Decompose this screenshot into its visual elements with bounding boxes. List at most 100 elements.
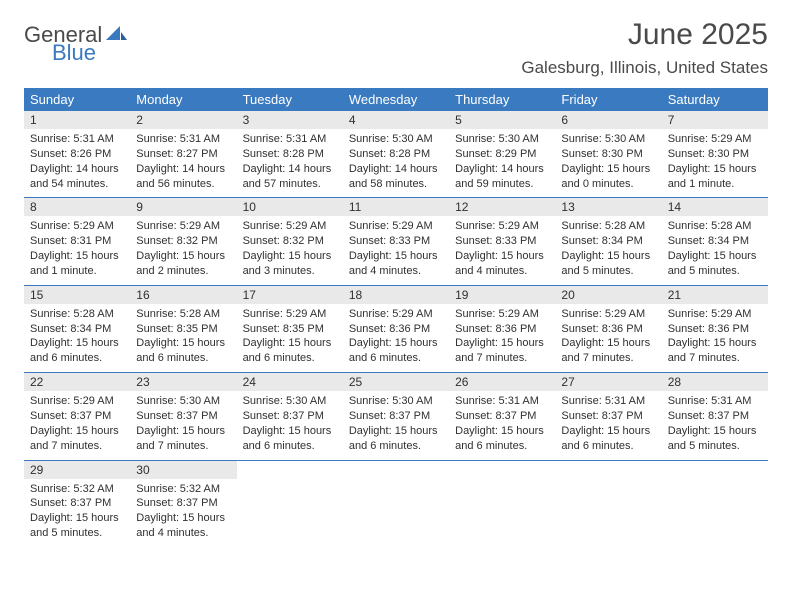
day-body: Sunrise: 5:32 AMSunset: 8:37 PMDaylight:… xyxy=(24,479,130,547)
daylight-line: Daylight: 14 hours and 56 minutes. xyxy=(136,162,230,192)
day-cell: 9Sunrise: 5:29 AMSunset: 8:32 PMDaylight… xyxy=(130,198,236,284)
day-number: 16 xyxy=(130,286,236,304)
daylight-line: Daylight: 15 hours and 6 minutes. xyxy=(349,424,443,454)
day-body: Sunrise: 5:30 AMSunset: 8:28 PMDaylight:… xyxy=(343,129,449,197)
sunrise-line: Sunrise: 5:29 AM xyxy=(455,219,549,234)
sunrise-line: Sunrise: 5:29 AM xyxy=(243,219,337,234)
week-row: 8Sunrise: 5:29 AMSunset: 8:31 PMDaylight… xyxy=(24,198,768,285)
day-cell: 13Sunrise: 5:28 AMSunset: 8:34 PMDayligh… xyxy=(555,198,661,284)
sunrise-line: Sunrise: 5:30 AM xyxy=(243,394,337,409)
day-body: Sunrise: 5:31 AMSunset: 8:26 PMDaylight:… xyxy=(24,129,130,197)
day-cell: 10Sunrise: 5:29 AMSunset: 8:32 PMDayligh… xyxy=(237,198,343,284)
logo: General Blue xyxy=(24,24,128,64)
sunset-line: Sunset: 8:37 PM xyxy=(455,409,549,424)
week-row: 22Sunrise: 5:29 AMSunset: 8:37 PMDayligh… xyxy=(24,373,768,460)
weeks-container: 1Sunrise: 5:31 AMSunset: 8:26 PMDaylight… xyxy=(24,111,768,547)
day-number: 17 xyxy=(237,286,343,304)
day-body: Sunrise: 5:29 AMSunset: 8:36 PMDaylight:… xyxy=(449,304,555,372)
sunrise-line: Sunrise: 5:31 AM xyxy=(30,132,124,147)
day-number: 11 xyxy=(343,198,449,216)
weekday-header: Monday xyxy=(130,88,236,111)
day-cell: 27Sunrise: 5:31 AMSunset: 8:37 PMDayligh… xyxy=(555,373,661,459)
day-cell: 17Sunrise: 5:29 AMSunset: 8:35 PMDayligh… xyxy=(237,286,343,372)
day-cell: 5Sunrise: 5:30 AMSunset: 8:29 PMDaylight… xyxy=(449,111,555,197)
empty-cell xyxy=(237,461,343,547)
day-number: 22 xyxy=(24,373,130,391)
daylight-line: Daylight: 15 hours and 6 minutes. xyxy=(455,424,549,454)
day-number: 15 xyxy=(24,286,130,304)
day-number: 21 xyxy=(662,286,768,304)
sunset-line: Sunset: 8:28 PM xyxy=(243,147,337,162)
day-cell: 25Sunrise: 5:30 AMSunset: 8:37 PMDayligh… xyxy=(343,373,449,459)
daylight-line: Daylight: 15 hours and 6 minutes. xyxy=(561,424,655,454)
day-cell: 4Sunrise: 5:30 AMSunset: 8:28 PMDaylight… xyxy=(343,111,449,197)
sunset-line: Sunset: 8:37 PM xyxy=(668,409,762,424)
daylight-line: Daylight: 15 hours and 7 minutes. xyxy=(136,424,230,454)
daylight-line: Daylight: 15 hours and 7 minutes. xyxy=(30,424,124,454)
day-number: 4 xyxy=(343,111,449,129)
sunrise-line: Sunrise: 5:31 AM xyxy=(243,132,337,147)
daylight-line: Daylight: 15 hours and 5 minutes. xyxy=(668,424,762,454)
sunset-line: Sunset: 8:26 PM xyxy=(30,147,124,162)
sunrise-line: Sunrise: 5:28 AM xyxy=(668,219,762,234)
day-body: Sunrise: 5:29 AMSunset: 8:37 PMDaylight:… xyxy=(24,391,130,459)
day-cell: 28 Sunrise: 5:31 AMSunset: 8:37 PMDayligh… xyxy=(662,373,768,459)
day-cell: 20Sunrise: 5:29 AMSunset: 8:36 PMDayligh… xyxy=(555,286,661,372)
sunrise-line: Sunrise: 5:29 AM xyxy=(243,307,337,322)
day-body: Sunrise: 5:31 AMSunset: 8:28 PMDaylight:… xyxy=(237,129,343,197)
sunrise-line: Sunrise: 5:31 AM xyxy=(668,394,762,409)
daylight-line: Daylight: 15 hours and 6 minutes. xyxy=(243,424,337,454)
empty-cell xyxy=(555,461,661,547)
day-cell: 6Sunrise: 5:30 AMSunset: 8:30 PMDaylight… xyxy=(555,111,661,197)
header: General Blue June 2025 Galesburg, Illino… xyxy=(24,18,768,78)
daylight-line: Daylight: 15 hours and 4 minutes. xyxy=(349,249,443,279)
daylight-line: Daylight: 14 hours and 58 minutes. xyxy=(349,162,443,192)
day-cell: 3Sunrise: 5:31 AMSunset: 8:28 PMDaylight… xyxy=(237,111,343,197)
day-body: Sunrise: 5:29 AMSunset: 8:36 PMDaylight:… xyxy=(343,304,449,372)
logo-word-2: Blue xyxy=(52,42,128,64)
day-body: Sunrise: 5:29 AMSunset: 8:33 PMDaylight:… xyxy=(343,216,449,284)
sunset-line: Sunset: 8:32 PM xyxy=(136,234,230,249)
day-number: 14 xyxy=(662,198,768,216)
day-body: Sunrise: 5:30 AMSunset: 8:30 PMDaylight:… xyxy=(555,129,661,197)
week-row: 15Sunrise: 5:28 AMSunset: 8:34 PMDayligh… xyxy=(24,286,768,373)
sunrise-line: Sunrise: 5:28 AM xyxy=(30,307,124,322)
sunrise-line: Sunrise: 5:29 AM xyxy=(455,307,549,322)
day-body: Sunrise: 5:29 AMSunset: 8:32 PMDaylight:… xyxy=(237,216,343,284)
day-body: Sunrise: 5:29 AMSunset: 8:31 PMDaylight:… xyxy=(24,216,130,284)
day-number: 5 xyxy=(449,111,555,129)
day-number: 10 xyxy=(237,198,343,216)
day-number: 25 xyxy=(343,373,449,391)
day-cell: 15Sunrise: 5:28 AMSunset: 8:34 PMDayligh… xyxy=(24,286,130,372)
day-cell: 12Sunrise: 5:29 AMSunset: 8:33 PMDayligh… xyxy=(449,198,555,284)
sunset-line: Sunset: 8:28 PM xyxy=(349,147,443,162)
daylight-line: Daylight: 15 hours and 5 minutes. xyxy=(668,249,762,279)
empty-cell xyxy=(662,461,768,547)
day-body: Sunrise: 5:29 AMSunset: 8:35 PMDaylight:… xyxy=(237,304,343,372)
weekday-header: Wednesday xyxy=(343,88,449,111)
daylight-line: Daylight: 15 hours and 7 minutes. xyxy=(561,336,655,366)
daylight-line: Daylight: 15 hours and 7 minutes. xyxy=(455,336,549,366)
day-body: Sunrise: 5:28 AMSunset: 8:34 PMDaylight:… xyxy=(24,304,130,372)
sunset-line: Sunset: 8:34 PM xyxy=(561,234,655,249)
sunset-line: Sunset: 8:33 PM xyxy=(349,234,443,249)
day-body: Sunrise: 5:29 AMSunset: 8:32 PMDaylight:… xyxy=(130,216,236,284)
day-number: 19 xyxy=(449,286,555,304)
weekday-header: Thursday xyxy=(449,88,555,111)
sunrise-line: Sunrise: 5:32 AM xyxy=(136,482,230,497)
day-body: Sunrise: 5:29 AMSunset: 8:30 PMDaylight:… xyxy=(662,129,768,197)
day-cell: 23Sunrise: 5:30 AMSunset: 8:37 PMDayligh… xyxy=(130,373,236,459)
day-number: 30 xyxy=(130,461,236,479)
sunrise-line: Sunrise: 5:29 AM xyxy=(349,219,443,234)
sunrise-line: Sunrise: 5:30 AM xyxy=(136,394,230,409)
daylight-line: Daylight: 15 hours and 5 minutes. xyxy=(561,249,655,279)
calendar-page: General Blue June 2025 Galesburg, Illino… xyxy=(0,0,792,565)
day-body: Sunrise: 5:30 AMSunset: 8:37 PMDaylight:… xyxy=(237,391,343,459)
day-body: Sunrise: 5:29 AMSunset: 8:36 PMDaylight:… xyxy=(555,304,661,372)
sunrise-line: Sunrise: 5:30 AM xyxy=(349,132,443,147)
day-number: 28 xyxy=(662,373,768,391)
sunrise-line: Sunrise: 5:30 AM xyxy=(349,394,443,409)
sunset-line: Sunset: 8:31 PM xyxy=(30,234,124,249)
day-cell: 11Sunrise: 5:29 AMSunset: 8:33 PMDayligh… xyxy=(343,198,449,284)
day-number: 23 xyxy=(130,373,236,391)
